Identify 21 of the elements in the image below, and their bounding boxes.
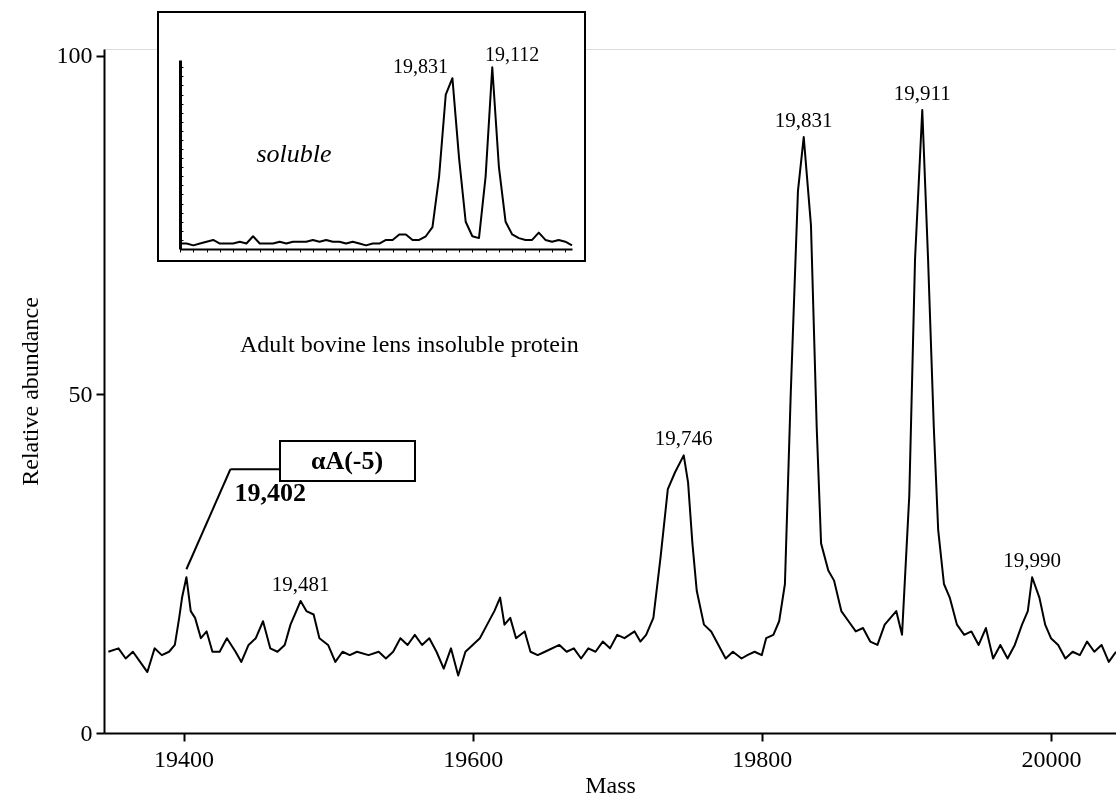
- y-tick-label: 100: [56, 42, 93, 69]
- y-axis-title: Relative abundance: [16, 297, 43, 486]
- x-axis-title: Mass: [585, 771, 636, 798]
- annotation: 19,402: [234, 478, 306, 508]
- annotation: αA(-5): [310, 446, 384, 475]
- y-tick-label: 0: [80, 719, 93, 746]
- line-series: [107, 108, 1116, 677]
- x-tick-label: 19800: [732, 745, 793, 772]
- annotation: 19,831: [774, 108, 833, 133]
- annotation: 19,911: [893, 80, 951, 105]
- annotation: 19,831: [393, 55, 448, 77]
- x-tick-label: 19600: [443, 745, 504, 772]
- annotation: 19,990: [1003, 548, 1062, 573]
- annotation: 19,746: [654, 426, 713, 451]
- annotation: Adult bovine lens insoluble protein: [240, 331, 579, 357]
- annotation: soluble: [256, 139, 332, 168]
- x-tick-label: 20000: [1021, 745, 1082, 772]
- y-tick-label: 50: [68, 380, 93, 407]
- annotation: 19,112: [484, 43, 540, 65]
- x-tick-label: 19400: [154, 745, 215, 772]
- annotation: 19,481: [271, 571, 330, 596]
